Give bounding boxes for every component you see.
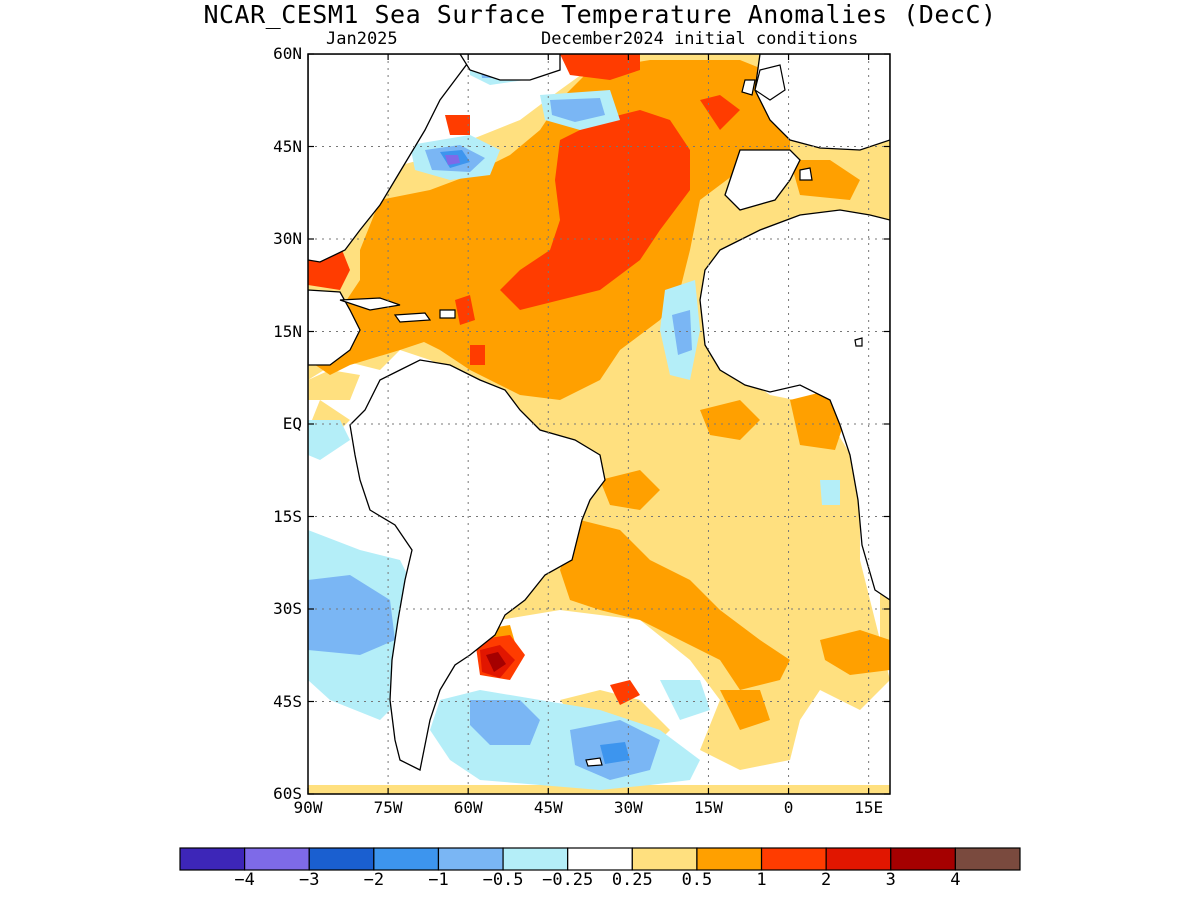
lat-label: 15S xyxy=(273,506,302,526)
lat-label: EQ xyxy=(282,414,302,433)
land-mask xyxy=(308,54,890,771)
lon-label: 15E xyxy=(854,798,884,817)
colorbar-swatch xyxy=(631,847,698,871)
lon-label: 15W xyxy=(694,798,723,817)
colorbar-swatch xyxy=(890,847,956,871)
europe-iberia xyxy=(724,149,801,211)
colorbar-label: −3 xyxy=(298,870,320,890)
lon-label: 90W xyxy=(293,798,323,817)
south-america xyxy=(349,359,606,771)
greenland-south xyxy=(459,54,561,81)
initial-conditions-label: December2024 initial conditions xyxy=(541,29,859,49)
lat-label: 15N xyxy=(273,321,302,341)
map-title: NCAR_CESM1 Sea Surface Temperature Anoma… xyxy=(203,0,997,29)
colorbar-swatch xyxy=(308,847,375,871)
lon-label: 45W xyxy=(533,798,563,817)
central-america xyxy=(308,289,361,366)
lon-label: 60W xyxy=(453,798,483,817)
lon-label: 30W xyxy=(613,798,643,817)
colorbar-label: 1 xyxy=(756,870,767,890)
lat-label: 30N xyxy=(273,229,302,248)
colorbar-label: −4 xyxy=(234,870,255,890)
colorbar-label: 2 xyxy=(821,870,832,890)
lon-label: 75W xyxy=(373,798,403,817)
colorbar-label: −0.5 xyxy=(482,870,524,890)
axis-ticks xyxy=(307,53,890,795)
africa xyxy=(699,209,890,601)
colorbar-label: 3 xyxy=(885,870,896,890)
colorbar-label: 4 xyxy=(950,870,961,890)
colorbar-swatch xyxy=(179,847,246,871)
colorbar-label: −0.25 xyxy=(542,870,594,890)
colorbar-label: 0.25 xyxy=(611,870,653,890)
colorbar-swatch xyxy=(825,847,892,871)
lat-label: 45N xyxy=(273,136,302,156)
colorbar-label: −2 xyxy=(363,870,385,890)
colorbar-swatch xyxy=(437,847,504,871)
colorbar-swatch xyxy=(760,847,827,871)
colorbar-swatch xyxy=(244,847,310,871)
forecast-month-label: Jan2025 xyxy=(326,29,398,49)
lat-label: 30S xyxy=(273,599,302,618)
colorbar-swatch xyxy=(567,847,633,871)
colorbar-label: 0.5 xyxy=(681,870,713,890)
anomaly-region-3-4 xyxy=(486,652,506,672)
lon-label: 0 xyxy=(783,798,794,817)
colorbar-swatch xyxy=(373,847,440,871)
colorbar xyxy=(179,847,1021,871)
colorbar-swatch xyxy=(954,847,1021,871)
lat-label: 45S xyxy=(273,691,302,711)
colorbar-label: −1 xyxy=(428,870,449,890)
islands xyxy=(339,64,863,767)
lat-label: 60N xyxy=(273,44,302,63)
anomaly-field xyxy=(308,54,890,794)
colorbar-swatch xyxy=(696,847,763,871)
lat-label: 60S xyxy=(273,784,302,803)
anomaly-region-neg-2-3 xyxy=(445,155,460,165)
colorbar-swatch xyxy=(502,847,569,871)
grid-lines xyxy=(308,54,890,794)
